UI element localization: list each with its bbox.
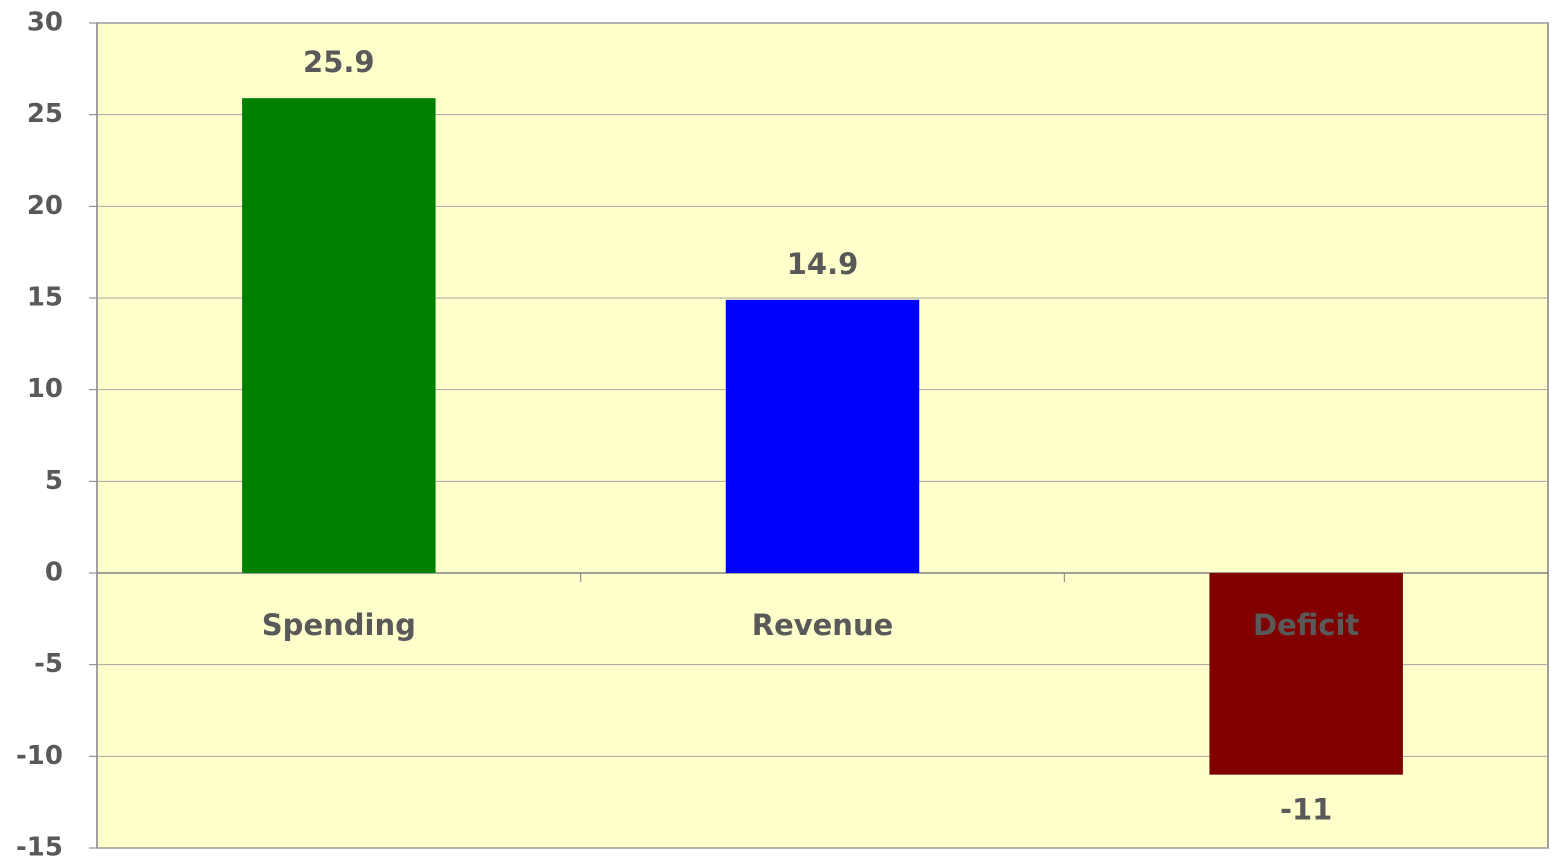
- bar: [1209, 573, 1403, 775]
- x-tick-label: Spending: [262, 608, 416, 642]
- value-label: 14.9: [787, 247, 859, 281]
- y-tick-label: 5: [45, 466, 63, 496]
- y-tick-label: -5: [34, 649, 63, 679]
- bar: [242, 98, 436, 574]
- y-tick-label: 0: [45, 558, 63, 588]
- bar: [725, 299, 920, 573]
- y-tick-label: 20: [27, 191, 63, 221]
- y-tick-label: 10: [27, 374, 63, 404]
- y-tick-label: 15: [27, 283, 63, 313]
- x-tick-label: Revenue: [752, 608, 894, 642]
- x-tick-label: Deficit: [1253, 608, 1359, 642]
- value-label: -11: [1280, 793, 1332, 827]
- y-tick-label: 30: [27, 8, 63, 38]
- y-tick-label: -15: [16, 833, 63, 863]
- value-label: 25.9: [303, 45, 375, 79]
- y-tick-label: 25: [27, 99, 63, 129]
- y-tick-label: -10: [16, 741, 63, 771]
